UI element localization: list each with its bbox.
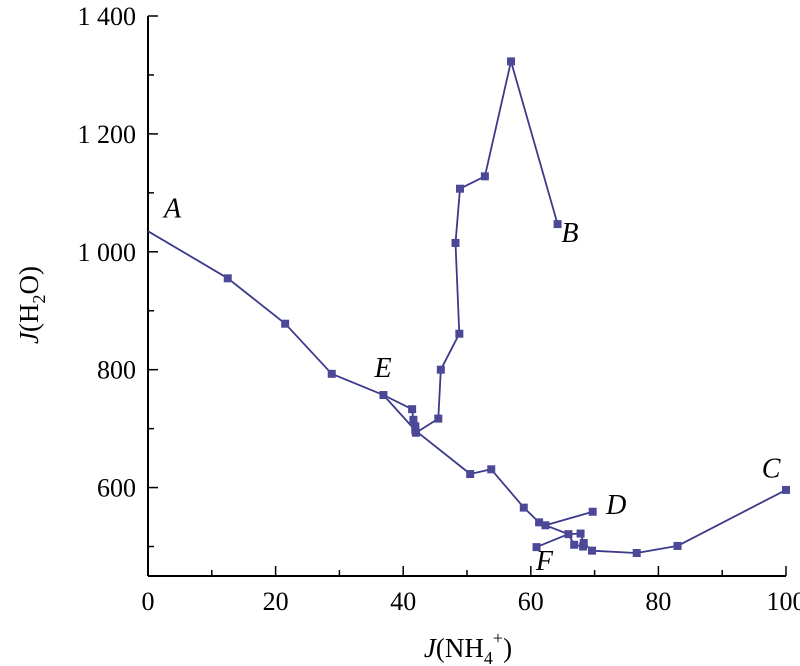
point-label-a: A <box>162 194 182 225</box>
data-point <box>588 507 597 516</box>
data-point <box>434 414 443 423</box>
point-label-d: D <box>605 490 626 521</box>
tick-marks <box>147 15 787 576</box>
x-tick-label: 20 <box>263 587 289 616</box>
data-point <box>673 541 682 550</box>
point-label-c: C <box>762 454 781 485</box>
axes <box>147 16 786 577</box>
x-tick-label: 40 <box>390 587 416 616</box>
x-tick-label: 60 <box>518 587 544 616</box>
x-tick-label: 0 <box>142 587 155 616</box>
x-tick-label: 100 <box>767 587 800 616</box>
series-line-2 <box>383 60 559 434</box>
data-point <box>466 470 475 479</box>
y-tick-label: 1 000 <box>78 238 137 267</box>
data-point <box>455 329 464 338</box>
data-point <box>411 428 420 437</box>
data-point <box>553 220 562 229</box>
y-tick-label: 600 <box>97 474 136 503</box>
x-tick-label: 80 <box>645 587 671 616</box>
data-point <box>408 405 417 414</box>
data-point <box>455 184 464 193</box>
data-point <box>379 391 388 400</box>
data-point <box>588 546 597 555</box>
data-point <box>576 529 585 538</box>
data-point <box>541 521 550 530</box>
point-label-e: E <box>373 353 391 384</box>
series-line-1 <box>147 230 787 554</box>
y-tick-label: 800 <box>97 356 136 385</box>
data-point <box>409 415 418 424</box>
point-label-b: B <box>561 218 578 249</box>
x-axis-title: J(NH4+) <box>424 628 512 666</box>
data-point <box>451 238 460 247</box>
y-tick-label: 1 400 <box>78 2 137 31</box>
tick-labels: 0 20 40 60 80 100 600 800 1 000 1 200 1 400 <box>78 2 800 616</box>
data-point <box>519 503 528 512</box>
data-point <box>411 422 420 431</box>
series-line-4 <box>536 533 584 548</box>
data-point <box>223 274 232 283</box>
data-point <box>782 485 790 494</box>
data-point <box>327 369 336 378</box>
data-point <box>579 542 588 551</box>
data-point <box>436 365 445 374</box>
series-lines <box>147 60 787 554</box>
data-point <box>480 172 489 181</box>
data-point <box>532 543 541 552</box>
data-point <box>507 57 516 66</box>
series-markers <box>223 57 790 558</box>
y-tick-label: 1 200 <box>78 120 137 149</box>
data-point <box>564 530 573 539</box>
point-labels: A B C D E F <box>162 194 781 578</box>
point-label-f: F <box>535 546 554 577</box>
y-axis-title: J(H2O) <box>14 266 49 344</box>
data-point <box>535 518 544 527</box>
data-point <box>570 540 579 549</box>
data-point <box>487 465 496 474</box>
series-line-3 <box>545 510 593 527</box>
data-point <box>632 549 641 558</box>
data-point <box>281 319 290 328</box>
